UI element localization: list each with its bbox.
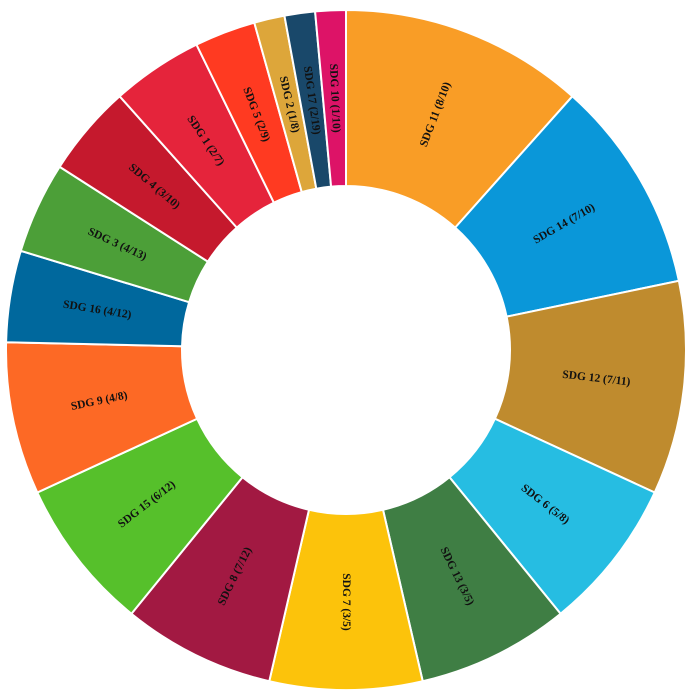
label-sdg-7: SDG 7 (3/5) (340, 573, 352, 631)
label-sdg-10: SDG 10 (1/10) (327, 64, 342, 134)
slice-sdg-14 (453, 94, 681, 318)
slice-sdg-12 (493, 279, 687, 494)
slice-sdg-10 (313, 8, 347, 188)
slice-sdg-11 (345, 8, 574, 230)
